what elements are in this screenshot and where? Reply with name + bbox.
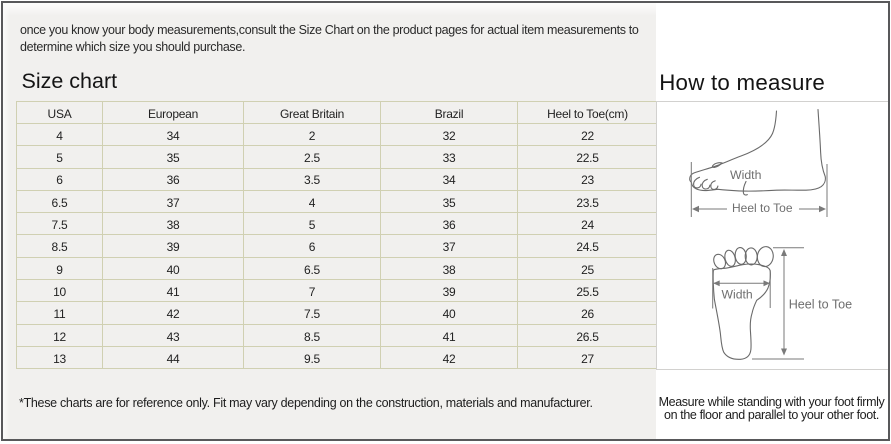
svg-text:Width: Width	[722, 288, 753, 302]
svg-text:Heel to Toe: Heel to Toe	[732, 201, 793, 215]
svg-text:Width: Width	[730, 168, 762, 182]
svg-text:Heel to Toe: Heel to Toe	[789, 298, 852, 312]
